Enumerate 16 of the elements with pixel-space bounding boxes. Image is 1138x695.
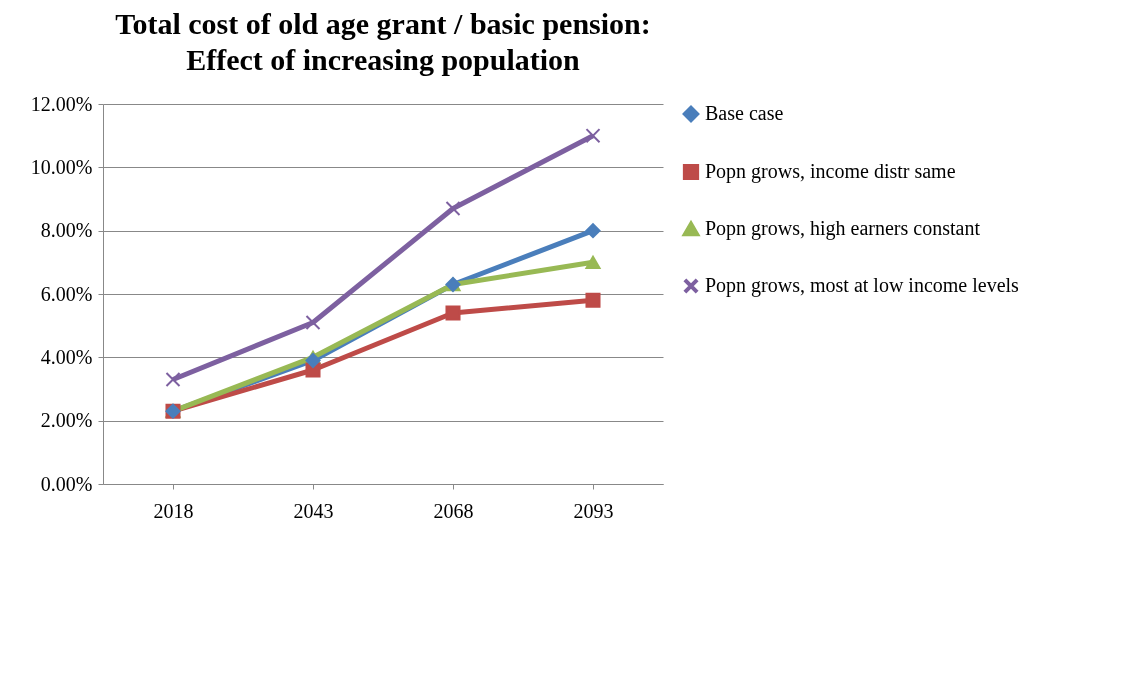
chart-title: Total cost of old age grant / basic pension: Effect of increasing population (115, 7, 651, 76)
legend-label: Popn grows, income distr same (705, 160, 956, 183)
y-tick-label: 4.00% (40, 345, 93, 368)
y-tick-label: 2.00% (40, 409, 93, 432)
x-tick-label: 2068 (433, 499, 474, 522)
legend-label: Popn grows, most at low income levels (705, 274, 1020, 297)
x-tick-label: 2018 (153, 499, 194, 522)
y-tick-label: 6.00% (40, 282, 93, 305)
x-tick-label: 2093 (573, 499, 614, 522)
y-tick-label: 12.00% (30, 92, 93, 115)
x-tick-label: 2043 (293, 499, 334, 522)
legend-label: Base case (705, 102, 784, 124)
y-tick-label: 10.00% (30, 155, 93, 178)
legend-label: Popn grows, high earners constant (705, 217, 981, 240)
y-tick-label: 0.00% (40, 472, 93, 495)
y-tick-label: 8.00% (40, 219, 93, 242)
